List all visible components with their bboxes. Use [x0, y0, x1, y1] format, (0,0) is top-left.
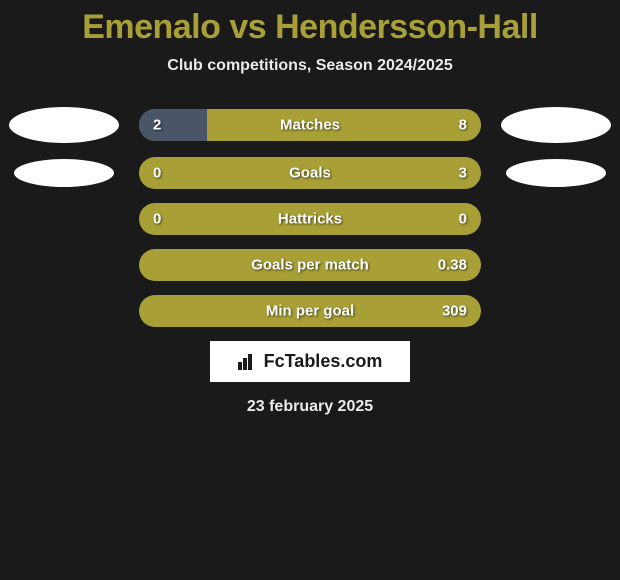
player-right-avatar — [501, 107, 611, 143]
stat-fill-left — [139, 109, 207, 141]
stat-bar-hattricks: 0 Hattricks 0 — [139, 203, 481, 235]
infographic-container: Emenalo vs Hendersson-Hall Club competit… — [0, 0, 620, 416]
stat-bar-gpm: Goals per match 0.38 — [139, 249, 481, 281]
stat-label: Goals — [289, 165, 331, 182]
date-text: 23 february 2025 — [0, 398, 620, 416]
stat-bar-matches: 2 Matches 8 — [139, 109, 481, 141]
branding: FcTables.com — [0, 341, 620, 382]
stat-row-mpg: Min per goal 309 — [0, 295, 620, 327]
player-left-avatar — [9, 107, 119, 143]
brand-box: FcTables.com — [210, 341, 411, 382]
page-title: Emenalo vs Hendersson-Hall — [0, 8, 620, 47]
stat-bar-mpg: Min per goal 309 — [139, 295, 481, 327]
stat-right-value: 8 — [459, 117, 467, 134]
player-right-avatar-small — [506, 159, 606, 187]
stat-left-value: 2 — [153, 117, 161, 134]
player-left-avatar-small — [14, 159, 114, 187]
stat-right-value: 0 — [459, 211, 467, 228]
subtitle: Club competitions, Season 2024/2025 — [0, 57, 620, 75]
stat-bar-goals: 0 Goals 3 — [139, 157, 481, 189]
stat-label: Min per goal — [266, 303, 354, 320]
stat-label: Matches — [280, 117, 340, 134]
stat-right-value: 3 — [459, 165, 467, 182]
stat-left-value: 0 — [153, 211, 161, 228]
stat-row-matches: 2 Matches 8 — [0, 107, 620, 143]
bar-chart-icon — [238, 354, 258, 370]
stat-row-gpm: Goals per match 0.38 — [0, 249, 620, 281]
brand-text: FcTables.com — [264, 351, 383, 372]
stat-left-value: 0 — [153, 165, 161, 182]
stat-row-goals: 0 Goals 3 — [0, 157, 620, 189]
stat-right-value: 309 — [442, 303, 467, 320]
stat-row-hattricks: 0 Hattricks 0 — [0, 203, 620, 235]
stat-label: Goals per match — [251, 257, 369, 274]
stat-label: Hattricks — [278, 211, 342, 228]
stat-right-value: 0.38 — [438, 257, 467, 274]
